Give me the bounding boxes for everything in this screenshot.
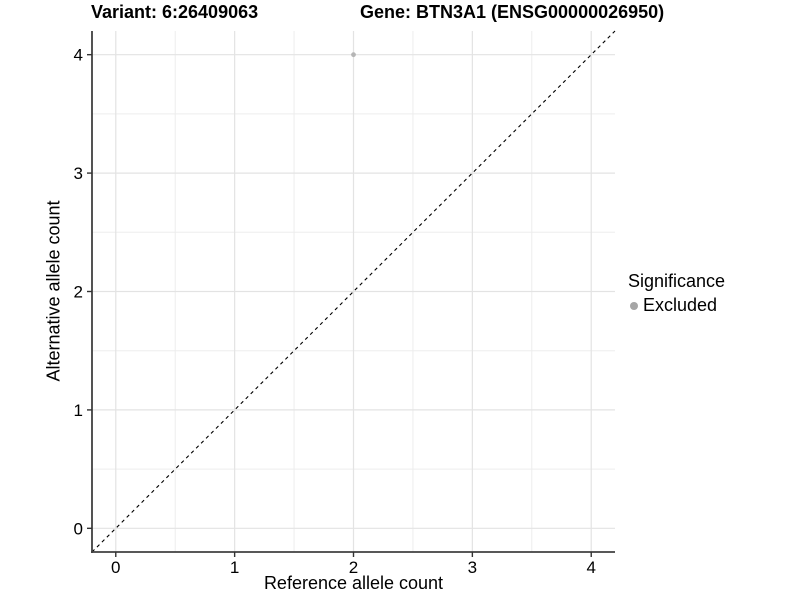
legend-title: Significance — [628, 271, 726, 291]
legend-item-excluded: Excluded — [628, 295, 725, 316]
x-tick-label: 1 — [230, 558, 239, 577]
plot-title-variant: Variant: 6:26409063 — [91, 2, 259, 22]
legend-item-label: Excluded — [643, 295, 718, 315]
y-axis-label: Alternative allele count — [43, 200, 64, 382]
x-tick-label: 4 — [586, 558, 595, 577]
x-tick-label: 2 — [349, 558, 358, 577]
x-tick-label: 3 — [468, 558, 477, 577]
y-tick-label: 4 — [74, 46, 83, 65]
y-tick-label: 3 — [74, 164, 83, 183]
data-point — [351, 52, 356, 58]
y-tick-label: 2 — [74, 283, 83, 302]
y-tick-label: 0 — [74, 519, 83, 538]
excluded-point-icon — [630, 301, 638, 310]
x-axis-label: Reference allele count — [263, 573, 444, 593]
legend: Significance Excluded — [628, 271, 725, 316]
x-tick-label: 0 — [111, 558, 120, 577]
plot-title-gene: Gene: BTN3A1 (ENSG00000026950) — [360, 2, 665, 22]
y-tick-label: 1 — [74, 401, 83, 420]
